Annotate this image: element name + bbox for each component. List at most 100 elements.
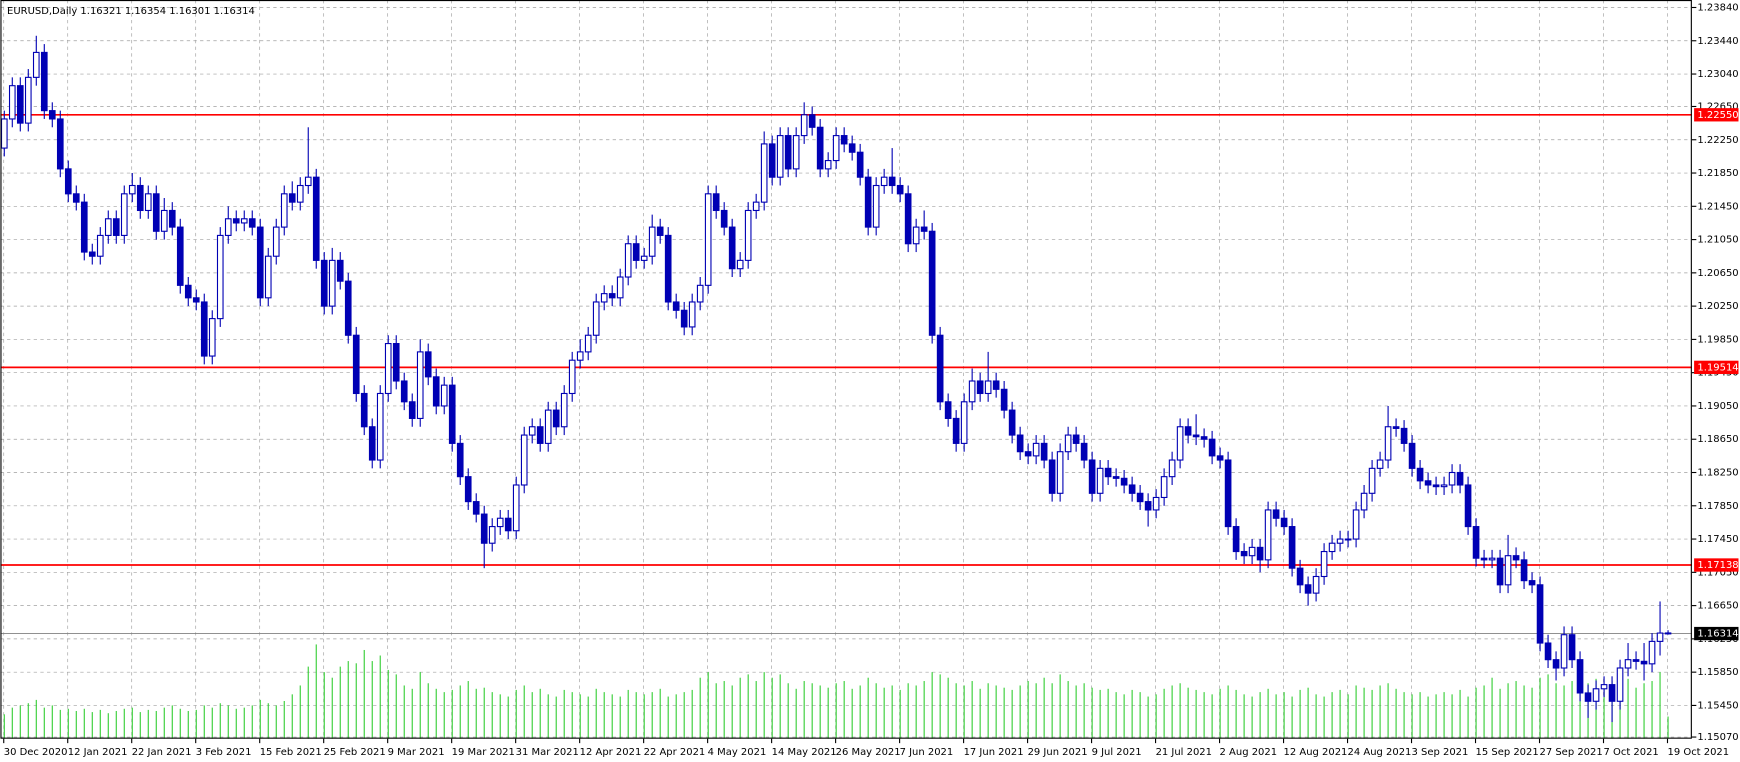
candle-body [280,193,288,228]
candle-body [1048,459,1056,494]
candle-body [456,442,464,478]
candle-body [1136,492,1144,503]
y-tick-label: 1.15450 [1697,700,1738,711]
candle-body [864,176,872,228]
candle-body [832,135,840,162]
candle-body [1056,451,1064,494]
candle-body [928,230,936,336]
y-tick-label: 1.19850 [1697,334,1738,345]
chart-title: EURUSD,Daily 1.16321 1.16354 1.16301 1.1… [7,6,255,17]
candle-body [1576,659,1584,694]
candle-body [648,226,656,257]
candle-body [1200,436,1208,440]
candle-body [880,176,888,187]
candle-body [360,392,368,428]
candle-body [904,193,912,245]
candle-body [1104,467,1112,478]
candle-body [496,517,504,528]
y-tick-label: 1.23840 [1697,2,1738,13]
candle-body [544,409,552,444]
candle-body [632,243,640,261]
candle-body [368,426,376,461]
candle-body [768,143,776,178]
candle-body [1032,442,1040,457]
plot-frame [0,0,1692,739]
y-tick-label: 1.21850 [1697,168,1738,179]
candle-body [1544,642,1552,661]
candle-body [448,384,456,444]
candle-body [1616,667,1624,702]
candle-body [840,135,848,145]
candle-body [1456,471,1464,486]
candle-body [816,126,824,170]
candle-body [1416,467,1424,482]
candle-body [1432,484,1440,488]
candle-body [1360,492,1368,511]
candle-body [192,297,200,303]
y-tick-label: 1.22650 [1697,101,1738,112]
y-tick-label: 1.16650 [1697,601,1738,612]
candle-body [1168,459,1176,478]
candle-body [416,351,424,419]
candle-body [408,401,416,419]
candle-body [0,118,8,149]
y-tick-label: 1.20250 [1697,301,1738,312]
x-tick-label: 3 Feb 2021 [196,747,252,758]
candle-body [480,513,488,544]
candle-body [208,318,216,357]
candle-body [1656,632,1664,642]
x-tick-label: 9 Jul 2021 [1092,747,1142,758]
candle-body [680,309,688,328]
candle-body [1384,426,1392,461]
candle-body [384,343,392,395]
candle-body [744,209,752,261]
candle-body [1504,555,1512,586]
y-tick-label: 1.17050 [1697,567,1738,578]
candle-body [528,426,536,436]
candle-body [1600,684,1608,690]
candle-body [1008,409,1016,436]
candle-body [56,118,64,170]
candle-body [1016,434,1024,453]
y-tick-label: 1.21450 [1697,201,1738,212]
x-tick-label: 7 Jun 2021 [900,747,954,758]
candle-body [1520,559,1528,582]
candle-body [1072,434,1080,444]
x-tick-label: 15 Feb 2021 [260,747,322,758]
candle-body [1536,584,1544,644]
x-tick-label: 7 Oct 2021 [1604,747,1659,758]
x-tick-label: 26 May 2021 [836,747,901,758]
x-tick-label: 22 Jan 2021 [132,747,192,758]
candle-body [1240,550,1248,557]
x-tick-label: 12 Aug 2021 [1284,747,1348,758]
candle-body [312,176,320,261]
candle-body [576,351,584,361]
candle-body [672,301,680,311]
candle-body [344,280,352,336]
candle-body [920,226,928,232]
candle-body [608,293,616,299]
x-tick-label: 29 Jun 2021 [1028,747,1088,758]
candle-body [1304,584,1312,594]
last-price-label: 1.16314 [1697,629,1738,640]
candle-body [504,517,512,532]
candle-body [336,259,344,282]
candle-body [256,226,264,299]
candle-body [64,168,72,195]
candle-body [872,184,880,228]
candle-body [400,380,408,403]
candle-body [1368,467,1376,494]
candle-body [1568,634,1576,661]
candle-body [1440,484,1448,488]
candle-body [240,218,248,224]
y-tick-label: 1.22250 [1697,135,1738,146]
y-tick-label: 1.20650 [1697,268,1738,279]
candle-body [536,426,544,444]
candle-body [1216,455,1224,461]
candle-body [120,193,128,236]
candle-body [760,143,768,203]
candle-body [304,176,312,187]
y-tick-label: 1.18650 [1697,434,1738,445]
